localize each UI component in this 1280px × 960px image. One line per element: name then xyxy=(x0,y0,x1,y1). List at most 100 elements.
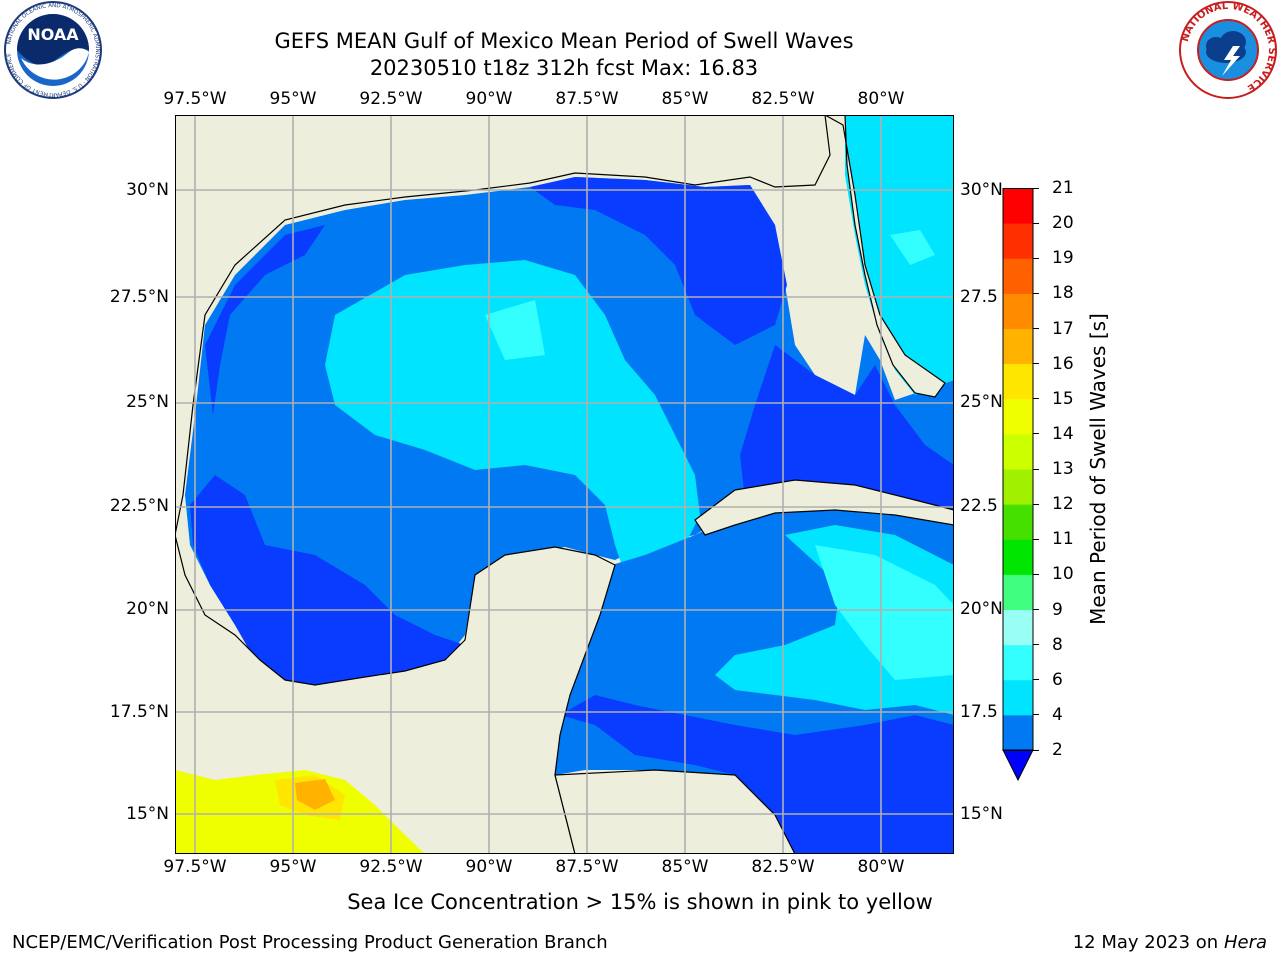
lon-tick-top-5: 85°W xyxy=(661,89,709,109)
lon-tick-top-2: 92.5°W xyxy=(359,89,423,109)
colorbar-outline xyxy=(1002,188,1034,751)
colorbar-band-20 xyxy=(1003,188,1033,224)
colorbar-tick-mark-13 xyxy=(1033,468,1039,470)
colorbar-band-18 xyxy=(1003,258,1033,294)
lon-tick-top-1: 95°W xyxy=(269,89,317,109)
lon-tick-bottom-0: 97.5°W xyxy=(163,857,227,877)
lat-tick-left-4: 20°N xyxy=(126,599,169,619)
colorbar-tick-mark-9 xyxy=(1033,609,1039,610)
map-subtitle: 20230510 t18z 312h fcst Max: 16.83 xyxy=(369,56,759,80)
colorbar-band-9 xyxy=(1003,574,1033,610)
lat-tick-right-2: 25°N xyxy=(960,392,1003,412)
colorbar-tick-mark-4 xyxy=(1033,714,1039,716)
colorbar-tick-mark-17 xyxy=(1033,328,1039,329)
nws-logo: NATIONAL WEATHER SERVICE xyxy=(1178,0,1278,100)
lat-tick-right-5: 17.5 xyxy=(960,702,998,722)
lon-tick-bottom-7: 80°W xyxy=(857,857,905,877)
colorbar-tick-16: 16 xyxy=(1052,353,1074,374)
atlantic-swell-field xyxy=(845,115,954,395)
colorbar-band-10 xyxy=(1003,539,1033,575)
colorbar-tick-10: 10 xyxy=(1052,564,1074,585)
noaa-logo-text: NOAA xyxy=(27,25,79,44)
florida-peninsula xyxy=(823,115,946,398)
colorbar-tick-11: 11 xyxy=(1052,529,1074,550)
colorbar-label: Mean Period of Swell Waves [s] xyxy=(1086,313,1110,625)
colorbar-tick-mark-10 xyxy=(1033,573,1039,575)
lon-tick-top-6: 82.5°W xyxy=(751,89,815,109)
swell-period-map xyxy=(175,115,954,854)
lon-tick-bottom-6: 82.5°W xyxy=(751,857,815,877)
colorbar-tick-mark-6 xyxy=(1033,679,1039,681)
colorbar-tick-6: 6 xyxy=(1052,669,1063,690)
colorbar-tick-13: 13 xyxy=(1052,459,1074,479)
colorbar-tick-mark-20 xyxy=(1033,222,1039,224)
lon-tick-top-7: 80°W xyxy=(857,89,905,109)
colorbar-band-2 xyxy=(1003,714,1033,751)
lat-tick-right-0: 30°N xyxy=(960,180,1003,200)
lat-tick-right-3: 22.5 xyxy=(960,496,998,516)
map-panel xyxy=(175,115,954,854)
colorbar-swatches xyxy=(1002,188,1034,782)
colorbar-tick-14: 14 xyxy=(1052,423,1074,444)
colorbar-under-arrow xyxy=(1002,749,1034,782)
colorbar-band-8 xyxy=(1003,609,1033,646)
colorbar-tick-mark-12 xyxy=(1033,503,1039,505)
colorbar-tick-20: 20 xyxy=(1052,213,1074,234)
colorbar-band-13 xyxy=(1003,433,1033,470)
lon-tick-bottom-5: 85°W xyxy=(661,857,709,877)
colorbar-band-19 xyxy=(1003,223,1033,259)
lat-tick-left-3: 22.5°N xyxy=(109,496,169,516)
colorbar-tick-mark-16 xyxy=(1033,363,1039,365)
lat-tick-left-1: 27.5°N xyxy=(109,287,169,307)
footer-date: 12 May 2023 on Hera xyxy=(1073,932,1267,953)
lat-tick-left-0: 30°N xyxy=(126,180,169,200)
sea-ice-caption: Sea Ice Concentration > 15% is shown in … xyxy=(347,890,933,914)
colorbar-band-14 xyxy=(1003,398,1033,435)
colorbar-band-11 xyxy=(1003,504,1033,540)
colorbar-tick-17: 17 xyxy=(1052,318,1074,339)
lon-tick-bottom-3: 90°W xyxy=(465,857,513,877)
colorbar-tick-mark-15 xyxy=(1033,398,1039,400)
colorbar-tick-18: 18 xyxy=(1052,283,1074,304)
colorbar-tick-9: 9 xyxy=(1052,599,1063,620)
noaa-logo: NOAA NATIONAL OCEANIC AND ATMOSPHERIC AD… xyxy=(3,0,103,100)
colorbar-tick-mark-19 xyxy=(1033,257,1039,259)
lat-tick-left-6: 15°N xyxy=(126,804,169,824)
colorbar-band-16 xyxy=(1003,328,1033,365)
lat-tick-left-5: 17.5°N xyxy=(109,702,169,722)
colorbar-tick-mark-14 xyxy=(1033,433,1039,435)
central-cyan-tongue xyxy=(325,260,700,575)
colorbar xyxy=(1002,188,1034,783)
footer-date-text: 12 May 2023 on xyxy=(1072,932,1219,953)
lon-tick-top-3: 90°W xyxy=(465,89,513,109)
lat-tick-right-1: 27.5 xyxy=(960,287,998,307)
lat-tick-right-6: 15°N xyxy=(960,804,1003,824)
graticule xyxy=(175,115,954,854)
colorbar-band-4 xyxy=(1003,679,1033,716)
map-frame xyxy=(175,115,954,854)
lon-tick-bottom-4: 87.5°W xyxy=(555,857,619,877)
lat-tick-right-4: 20°N xyxy=(960,599,1003,619)
colorbar-tick-mark-2 xyxy=(1033,749,1039,751)
colorbar-band-6 xyxy=(1003,644,1033,681)
colorbar-tick-2: 2 xyxy=(1052,740,1063,760)
colorbar-tick-mark-21 xyxy=(1033,187,1039,189)
colorbar-tick-21: 21 xyxy=(1052,178,1074,198)
colorbar-tick-mark-11 xyxy=(1033,538,1039,540)
lat-tick-left-2: 25°N xyxy=(126,392,169,412)
map-title: GEFS MEAN Gulf of Mexico Mean Period of … xyxy=(274,29,854,53)
lon-tick-top-0: 97.5°W xyxy=(163,89,227,109)
colorbar-tick-12: 12 xyxy=(1052,494,1074,515)
central-america xyxy=(554,769,796,854)
colorbar-tick-8: 8 xyxy=(1052,634,1063,655)
colorbar-tick-mark-18 xyxy=(1033,292,1039,294)
footer-host: Hera xyxy=(1223,932,1267,953)
colorbar-band-12 xyxy=(1003,469,1033,505)
colorbar-tick-mark-8 xyxy=(1033,644,1039,646)
colorbar-band-17 xyxy=(1003,293,1033,329)
footer-branch: NCEP/EMC/Verification Post Processing Pr… xyxy=(12,932,608,953)
colorbar-tick-19: 19 xyxy=(1052,248,1074,269)
colorbar-tick-4: 4 xyxy=(1052,704,1063,725)
colorbar-tick-15: 15 xyxy=(1052,388,1074,409)
lon-tick-bottom-1: 95°W xyxy=(269,857,317,877)
